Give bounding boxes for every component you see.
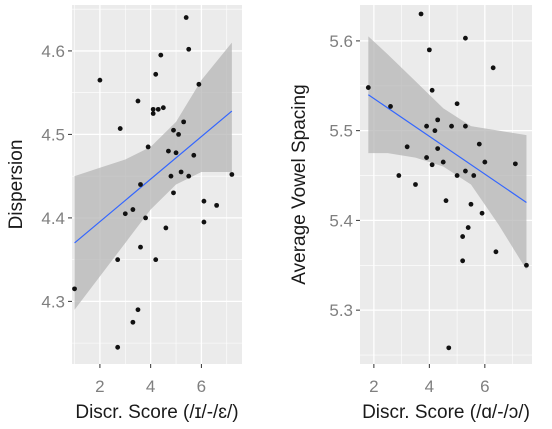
data-point	[97, 77, 103, 83]
data-point	[424, 155, 429, 160]
data-point	[454, 173, 460, 178]
y-axis-title: Average Vowel Spacing	[289, 84, 310, 284]
x-tick-label: 6	[480, 377, 489, 396]
data-point	[168, 173, 174, 179]
data-point	[145, 144, 151, 150]
data-point	[191, 152, 197, 158]
data-point	[171, 190, 176, 196]
data-point	[229, 172, 235, 177]
data-point	[429, 162, 435, 168]
data-point	[150, 106, 156, 112]
y-tick-label: 4.5	[41, 125, 65, 144]
data-point	[155, 106, 161, 112]
data-point	[446, 345, 452, 351]
data-point	[201, 219, 207, 225]
data-point	[463, 35, 468, 41]
data-point	[418, 11, 424, 17]
confidence-band	[74, 42, 232, 310]
x-tick-label: 2	[95, 377, 104, 396]
data-point	[153, 71, 159, 77]
y-axis-title: Dispersion	[6, 140, 27, 230]
data-point	[135, 98, 141, 104]
data-point	[135, 307, 141, 313]
regression-line	[367, 94, 527, 203]
data-point	[130, 319, 136, 325]
x-axis-title: Discr. Score (/ɑ/-/ɔ/)	[362, 402, 530, 423]
data-point	[426, 47, 432, 53]
data-point	[143, 215, 148, 221]
data-point	[435, 117, 441, 123]
data-point	[171, 127, 176, 133]
x-axis-title: Discr. Score (/ɪ/-/ɛ/)	[75, 402, 238, 423]
confidence-band	[368, 36, 527, 270]
data-point	[490, 65, 496, 71]
data-point	[493, 249, 499, 255]
data-point	[454, 101, 460, 107]
x-tick-label: 2	[369, 377, 378, 396]
data-point	[388, 104, 393, 109]
data-point	[181, 119, 187, 125]
data-point	[449, 123, 454, 129]
data-point	[201, 198, 207, 204]
x-tick-label: 6	[197, 377, 206, 396]
data-point	[183, 15, 189, 20]
data-point	[138, 182, 143, 187]
y-tick-label: 4.4	[41, 209, 65, 228]
data-point	[440, 159, 446, 165]
data-point	[482, 159, 488, 165]
data-point	[186, 173, 192, 179]
data-point	[160, 105, 166, 111]
x-tick-label: 4	[146, 377, 155, 396]
data-point	[117, 126, 123, 131]
data-point	[424, 123, 429, 129]
data-point	[186, 46, 192, 52]
data-point	[173, 150, 179, 156]
data-point	[435, 146, 441, 152]
data-point	[196, 81, 202, 87]
data-point	[476, 141, 482, 147]
data-point	[479, 210, 485, 216]
data-point	[72, 286, 77, 292]
data-point	[463, 123, 468, 129]
data-point	[465, 225, 471, 230]
data-point	[138, 244, 143, 250]
data-point	[158, 52, 164, 58]
data-point	[468, 201, 474, 207]
data-point	[178, 169, 184, 175]
y-tick-label: 5.5	[329, 122, 353, 141]
data-point	[413, 182, 418, 187]
data-point	[429, 87, 435, 93]
data-point	[365, 85, 371, 90]
data-point	[512, 161, 518, 167]
data-point	[463, 168, 468, 174]
x-tick-label: 4	[425, 377, 434, 396]
vowel-spacing-chart: 2 4 6 5.3 5.4 5.5 5.6 Discr. Score (/ɑ/-/ɔ/) Ave…	[289, 5, 532, 423]
data-point	[153, 257, 159, 263]
data-point	[150, 111, 156, 116]
data-point	[471, 173, 477, 178]
data-point	[122, 211, 128, 217]
data-point	[166, 148, 171, 154]
data-point	[443, 198, 449, 204]
data-point	[524, 262, 529, 268]
data-point	[460, 234, 466, 239]
dispersion-chart: 2 4 6 4.3 4.4 4.5 4.6 Discr. Score (/ɪ/-/ɛ/) Dis…	[6, 5, 242, 423]
data-point	[404, 144, 410, 150]
data-point	[460, 258, 466, 264]
data-point	[115, 344, 121, 350]
data-point	[176, 132, 181, 137]
y-tick-label: 5.3	[329, 301, 353, 320]
data-point	[163, 225, 169, 231]
y-tick-label: 5.4	[329, 211, 353, 230]
data-point	[432, 128, 438, 134]
y-tick-label: 5.6	[329, 32, 353, 51]
regression-line	[74, 110, 233, 244]
y-tick-label: 4.3	[41, 292, 65, 311]
data-point	[396, 173, 402, 178]
y-tick-label: 4.6	[41, 42, 65, 61]
data-point	[130, 207, 136, 212]
data-point	[214, 202, 220, 208]
data-point	[115, 257, 121, 263]
